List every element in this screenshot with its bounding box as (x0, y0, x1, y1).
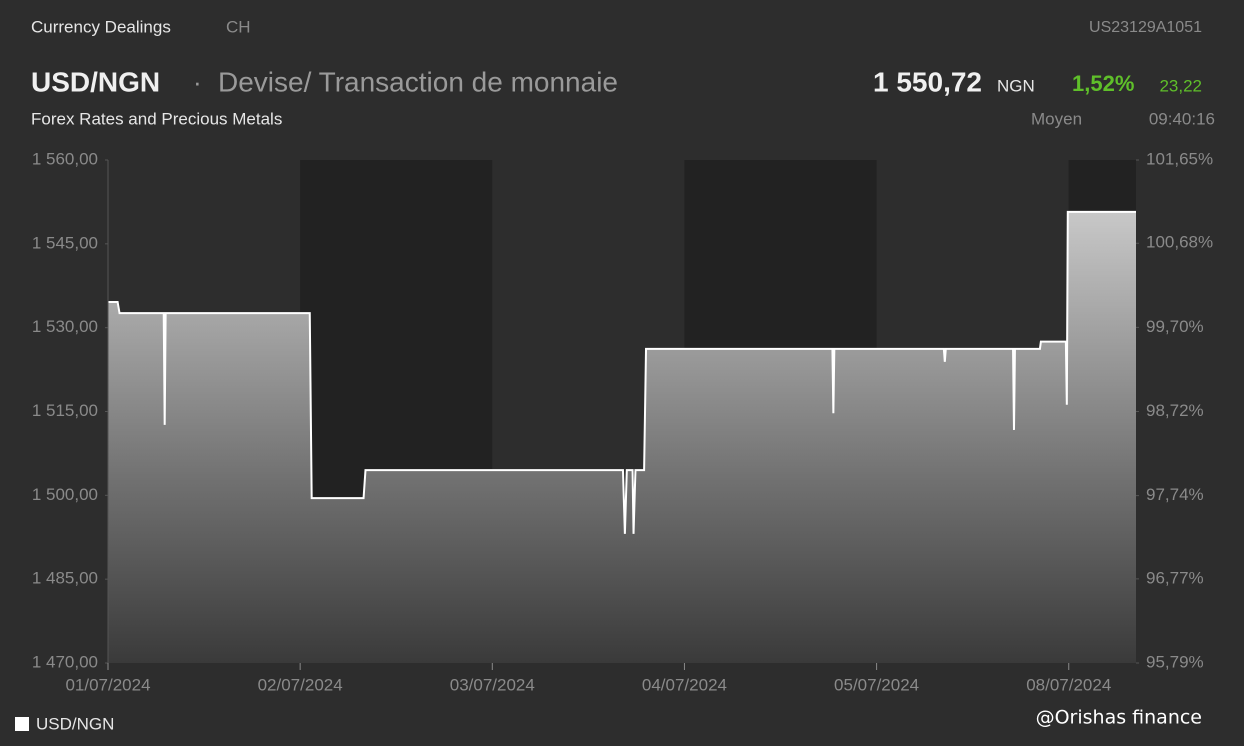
y-tick-label: 1 530,00 (32, 317, 98, 336)
price-type: Moyen (1031, 109, 1082, 128)
x-tick-label: 04/07/2024 (642, 675, 727, 694)
change-pct: 1,52% (1072, 71, 1134, 96)
area (108, 211, 1136, 664)
y2-tick-label: 96,77% (1146, 568, 1204, 587)
isin: US23129A1051 (1089, 19, 1202, 36)
x-tick-label: 05/07/2024 (834, 675, 919, 694)
y2-tick-label: 101,65% (1146, 149, 1213, 168)
x-tick-label: 08/07/2024 (1026, 675, 1111, 694)
time: 09:40:16 (1149, 109, 1215, 128)
exchange: CH (226, 17, 251, 36)
y2-tick-label: 98,72% (1146, 401, 1204, 420)
y2-tick-label: 99,70% (1146, 317, 1204, 336)
x-tick-label: 03/07/2024 (450, 675, 535, 694)
legend-swatch (15, 717, 29, 731)
y-tick-label: 1 470,00 (32, 652, 98, 671)
subtitle: Forex Rates and Precious Metals (31, 109, 282, 128)
currency: NGN (997, 76, 1035, 95)
symbol: USD/NGN (31, 66, 160, 97)
x-tick-label: 01/07/2024 (65, 675, 150, 694)
y-tick-label: 1 485,00 (32, 569, 98, 588)
x-tick-label: 02/07/2024 (258, 675, 343, 694)
y2-tick-label: 100,68% (1146, 233, 1213, 252)
instrument-name: Devise/ Transaction de monnaie (218, 66, 618, 97)
change: 23,22 (1159, 76, 1202, 95)
y-tick-label: 1 560,00 (32, 149, 98, 168)
price: 1 550,72 (873, 66, 982, 97)
watermark: @Orishas finance (1036, 707, 1202, 729)
legend-label: USD/NGN (36, 714, 114, 733)
line (108, 210, 1136, 534)
y2-tick-label: 95,79% (1146, 652, 1204, 671)
y2-tick-label: 97,74% (1146, 485, 1204, 504)
separator: · (193, 67, 202, 97)
y-tick-label: 1 545,00 (32, 233, 98, 252)
y-tick-label: 1 515,00 (32, 401, 98, 420)
category: Currency Dealings (31, 17, 171, 36)
y-tick-label: 1 500,00 (32, 485, 98, 504)
